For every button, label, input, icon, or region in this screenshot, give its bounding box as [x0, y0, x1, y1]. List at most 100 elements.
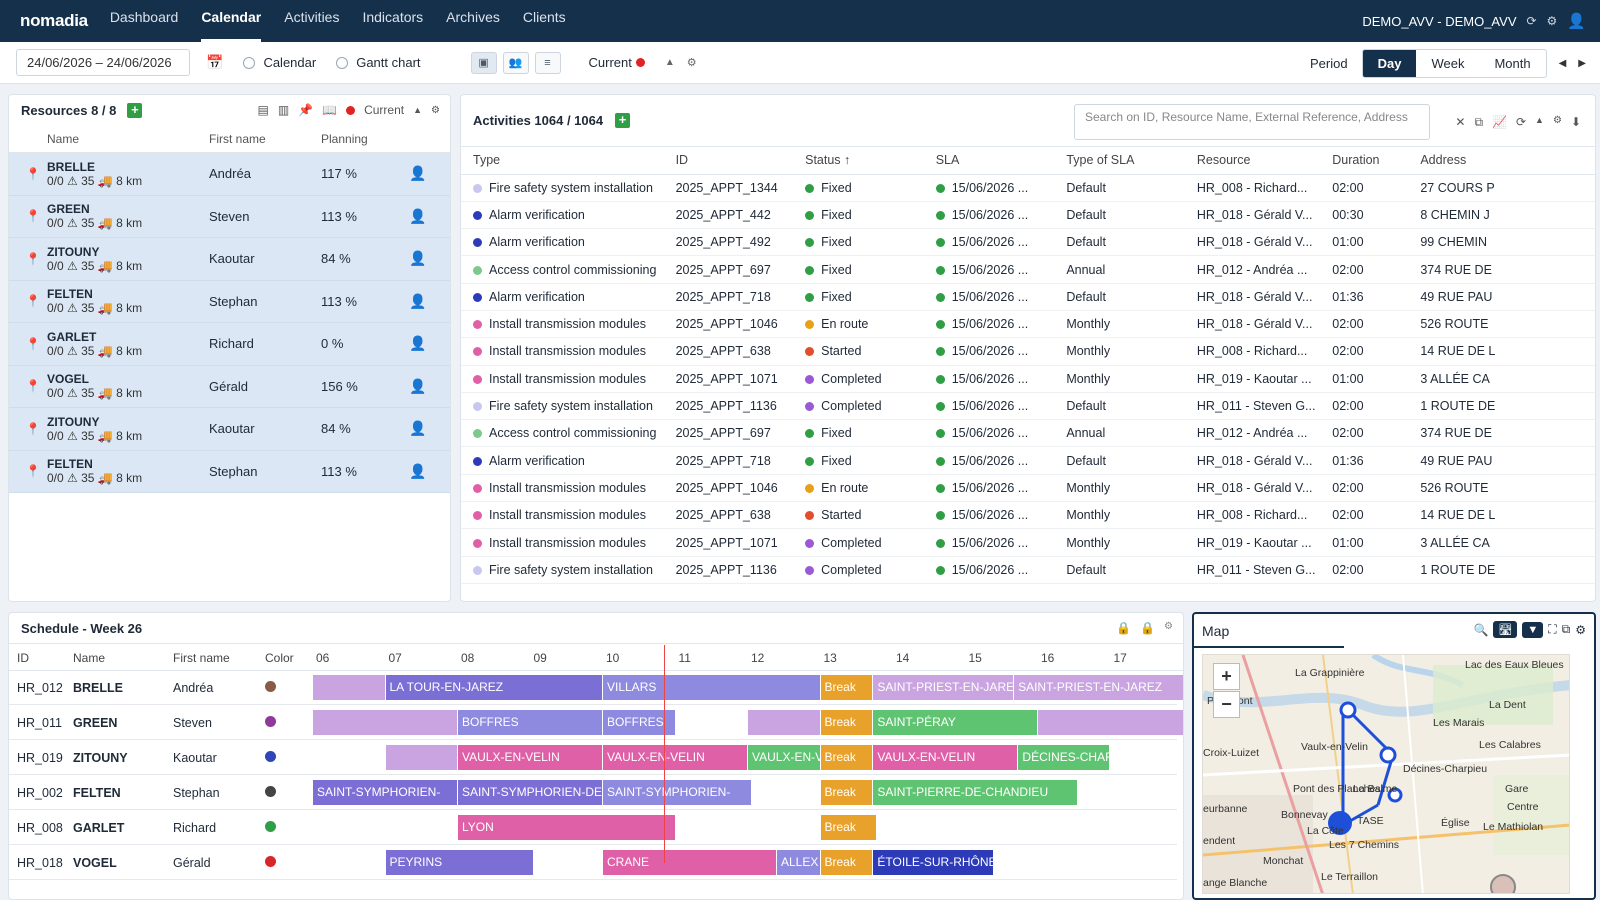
activity-block[interactable] — [313, 710, 457, 735]
period-week-button[interactable]: Week — [1431, 56, 1465, 71]
nav-clients[interactable]: Clients — [522, 9, 566, 25]
nav-dashboard[interactable]: Dashboard — [109, 9, 179, 25]
nav-archives[interactable]: Archives — [446, 9, 500, 25]
resource-row[interactable]: 📍 ZITOUNY 0/0 ⚠ 35 🚚 8 km Kaoutar 84 % 👤 — [9, 238, 450, 281]
activity-row[interactable]: Install transmission modules 2025_APPT_63… — [461, 501, 1595, 530]
col-type[interactable]: Type — [461, 147, 664, 175]
radio-circle[interactable] — [336, 56, 349, 69]
date-range-input[interactable]: 24/06/2026 – 24/06/2026 — [16, 49, 190, 76]
road-icon[interactable]: 🛣 — [1493, 621, 1518, 638]
col-name[interactable]: Name — [73, 651, 106, 665]
toolbar-settings-icon[interactable]: ⚙ — [686, 57, 697, 69]
next-period-icon[interactable]: ▶ — [1578, 58, 1586, 69]
settings-icon[interactable]: ⚙ — [1575, 622, 1586, 637]
zoom-in-button[interactable]: + — [1213, 663, 1240, 690]
nav-indicators[interactable]: Indicators — [362, 9, 424, 25]
settings-icon[interactable]: ⚙ — [1552, 115, 1562, 126]
col-planning[interactable]: Planning — [321, 131, 368, 146]
resource-row[interactable]: 📍 BRELLE 0/0 ⚠ 35 🚚 8 km Andréa 117 % 👤 — [9, 153, 450, 196]
schedule-row[interactable]: HR_012 BRELLE Andréa LA TOUR-EN-JAREZ VILLAR… — [9, 671, 1183, 705]
period-day-button[interactable]: Day — [1362, 50, 1417, 77]
schedule-row[interactable]: HR_008 GARLET Richard LYON Break — [9, 811, 1177, 845]
activity-block[interactable]: VAULX-EN-VELIN — [873, 745, 1018, 770]
location-pin-icon[interactable]: 📍 — [25, 464, 41, 479]
add-resource-button[interactable]: + — [127, 102, 143, 118]
current-filter[interactable]: Current — [589, 55, 645, 70]
location-pin-icon[interactable]: 📍 — [25, 379, 41, 394]
list-compact-icon[interactable]: ▤ — [257, 103, 269, 117]
col-duration[interactable]: Duration — [1320, 147, 1409, 175]
collapse-icon[interactable]: ▲ — [1535, 115, 1544, 125]
calendar-icon[interactable]: 📅 — [206, 54, 224, 70]
list-view-button[interactable]: ≡ — [534, 51, 561, 74]
single-view-button[interactable]: ▣ — [470, 51, 497, 74]
location-pin-icon[interactable]: 📍 — [25, 336, 41, 351]
add-activity-button[interactable]: + — [615, 113, 631, 128]
activity-row[interactable]: Install transmission modules 2025_APPT_10… — [461, 474, 1595, 503]
activity-block[interactable]: DÉCINES-CHARPIEU — [1018, 745, 1110, 770]
activity-block[interactable]: BOFFRES — [603, 710, 675, 735]
pin-icon[interactable]: 📌 — [298, 103, 314, 117]
activity-block[interactable]: LA TOUR-EN-JAREZ — [385, 675, 602, 700]
activity-block[interactable]: CRANE — [603, 850, 776, 875]
activity-row[interactable]: Fire safety system installation 2025_APPT… — [461, 392, 1595, 421]
col-type-of-sla[interactable]: Type of SLA — [1054, 147, 1185, 175]
person-icon[interactable]: 👤 — [409, 292, 427, 309]
location-pin-icon[interactable]: 📍 — [25, 421, 41, 436]
activity-block[interactable]: SAINT-SYMPHORIEN- — [313, 780, 457, 805]
break-block[interactable]: Break — [820, 710, 873, 735]
person-icon[interactable]: 👤 — [409, 250, 427, 267]
col-first-name[interactable]: First name — [173, 651, 230, 665]
map-view[interactable]: La GrappinièrePetit PontVaulx-en-VelinLa… — [1202, 654, 1570, 894]
user-avatar-icon[interactable]: 👤 — [1567, 13, 1586, 30]
col-sla[interactable]: SLA — [923, 147, 1055, 175]
activity-row[interactable]: Install transmission modules 2025_APPT_10… — [461, 310, 1595, 339]
activity-block[interactable]: SAINT-PÉRAY — [873, 710, 1037, 735]
calendar-view-radio[interactable]: Calendar — [243, 55, 316, 70]
person-icon[interactable]: 👤 — [409, 335, 427, 352]
location-pin-icon[interactable]: 📍 — [25, 251, 41, 266]
activities-search-input[interactable]: Search on ID, Resource Name, External Re… — [1074, 104, 1430, 140]
book-icon[interactable]: 📖 — [322, 103, 338, 117]
resource-row[interactable]: 📍 GARLET 0/0 ⚠ 35 🚚 8 km Richard 0 % 👤 — [9, 323, 450, 366]
activity-row[interactable]: Alarm verification 2025_APPT_718 Fixed 15/0… — [461, 446, 1595, 475]
col-name[interactable]: Name — [47, 131, 80, 146]
resource-row[interactable]: 📍 FELTEN 0/0 ⚠ 35 🚚 8 km Stephan 113 % 👤 — [9, 280, 450, 323]
group-view-button[interactable]: 👥 — [502, 51, 529, 74]
person-icon[interactable]: 👤 — [409, 165, 427, 182]
activity-block[interactable]: VAULX-EN-VELIN — [603, 745, 747, 770]
col-resource[interactable]: Resource — [1184, 147, 1321, 175]
activity-block[interactable]: ÉTOILE-SUR-RHÔNE — [873, 850, 994, 875]
resource-row[interactable]: 📍 VOGEL 0/0 ⚠ 35 🚚 8 km Gérald 156 % 👤 — [9, 365, 450, 408]
filter-icon[interactable]: ▼ — [1522, 621, 1544, 638]
nav-calendar[interactable]: Calendar — [201, 0, 262, 42]
activity-block[interactable]: SAINT-PIERRE-DE-CHANDIEU — [873, 780, 1077, 805]
activity-block[interactable]: BOFFRES — [458, 710, 602, 735]
location-pin-icon[interactable]: 📍 — [25, 209, 41, 224]
lock-icon[interactable]: 🔒 — [1116, 621, 1132, 635]
location-pin-icon[interactable]: 📍 — [25, 294, 41, 309]
activity-block[interactable]: SAINT-PRIEST-EN-JAREZ — [1014, 675, 1183, 700]
activity-block[interactable]: VAULX-EN-VELIN — [748, 745, 820, 770]
activity-block[interactable]: PEYRINS — [385, 850, 534, 875]
person-icon[interactable]: 👤 — [409, 207, 427, 224]
col-status[interactable]: Status ↑ — [793, 147, 924, 175]
activity-block[interactable] — [748, 710, 820, 735]
person-icon[interactable]: 👤 — [409, 462, 427, 479]
collapse-icon[interactable]: ▲ — [664, 57, 675, 68]
break-block[interactable]: Break — [820, 780, 873, 805]
person-icon[interactable]: 👤 — [409, 420, 427, 437]
collapse-icon[interactable]: ▲ — [413, 105, 423, 115]
chart-icon[interactable]: 📈 — [1492, 115, 1507, 129]
previous-period-icon[interactable]: ◀ — [1558, 58, 1567, 69]
break-block[interactable]: Break — [820, 850, 873, 875]
break-block[interactable]: Break — [820, 745, 873, 770]
schedule-row[interactable]: HR_019 ZITOUNY Kaoutar VAULX-EN-VELIN VAULX-… — [9, 741, 1177, 775]
schedule-row[interactable]: HR_018 VOGEL Gérald PEYRINS CRANE ALLEX Break É… — [9, 846, 1177, 880]
activity-block[interactable]: VAULX-EN-VELIN — [458, 745, 602, 770]
activity-row[interactable]: Alarm verification 2025_APPT_492 Fixed 15/0… — [461, 228, 1595, 257]
activity-block[interactable] — [1038, 710, 1183, 735]
activity-block[interactable]: VILLARS — [603, 675, 820, 700]
activity-row[interactable]: Access control commissioning 2025_APPT_69… — [461, 419, 1595, 448]
activity-row[interactable]: Install transmission modules 2025_APPT_10… — [461, 528, 1595, 557]
